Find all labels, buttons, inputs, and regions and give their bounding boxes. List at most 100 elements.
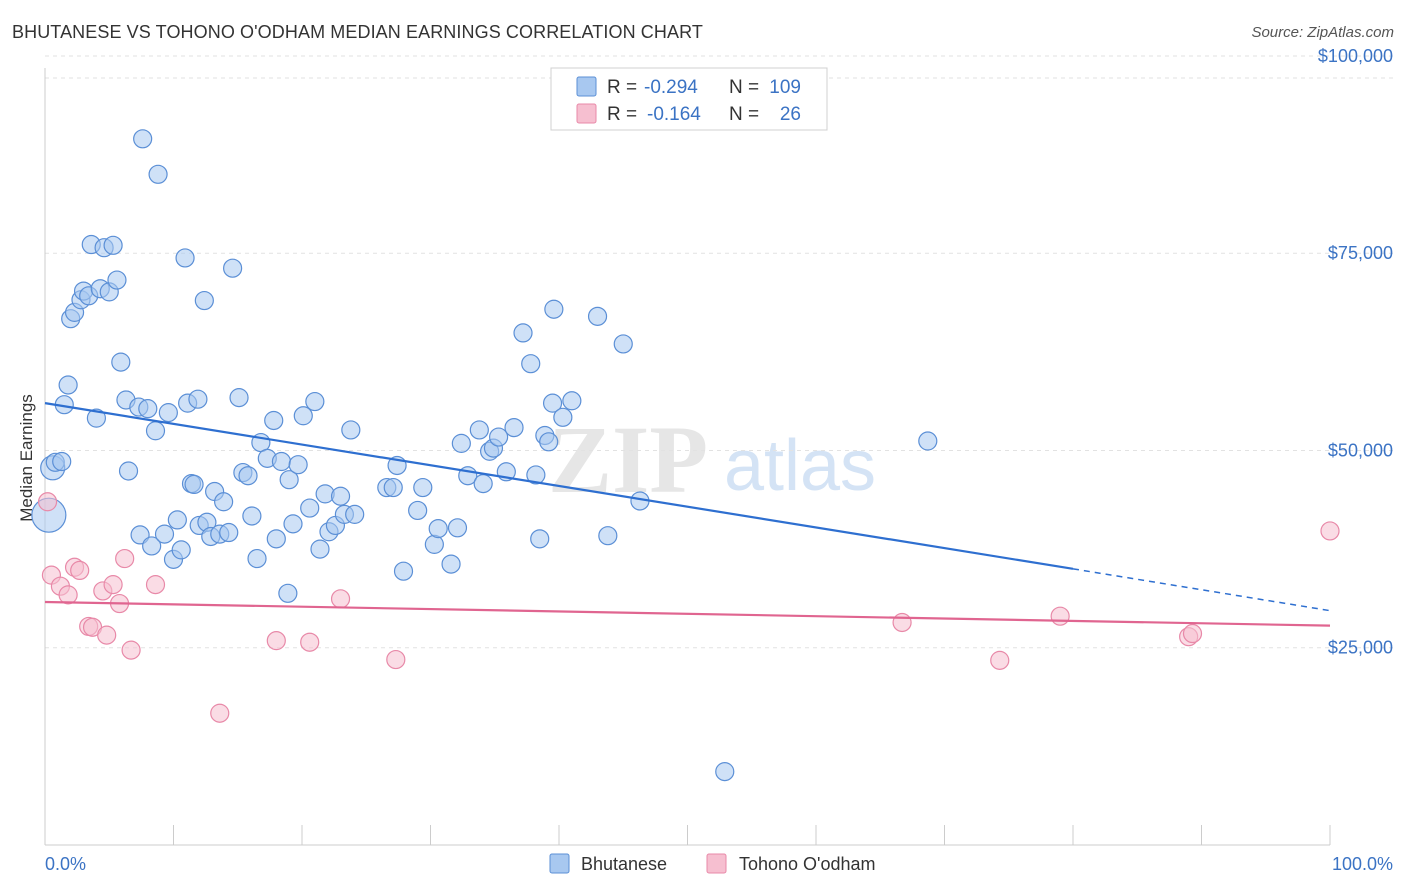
bottom-legend-bhutanese: Bhutanese — [581, 854, 667, 874]
tohono-point — [103, 575, 123, 595]
legend-n-value-1: 109 — [769, 77, 801, 98]
bhutanese-point — [542, 393, 563, 413]
y-tick-label: $75,000 — [1328, 243, 1393, 263]
x-tick-marks — [44, 825, 1331, 845]
tohono-point — [300, 632, 320, 652]
trendline-bhutanese — [44, 402, 1074, 570]
bhutanese-point — [283, 514, 303, 534]
bhutanese-point — [148, 164, 168, 184]
y-tick-label: $50,000 — [1328, 440, 1393, 460]
bhutanese-point — [598, 526, 618, 546]
bhutanese-point — [142, 536, 162, 556]
bhutanese-point — [383, 477, 403, 498]
bhutanese-point — [214, 492, 234, 512]
legend-n-label-2: N = — [729, 104, 759, 125]
tohono-point — [266, 631, 286, 651]
bhutanese-point — [278, 583, 298, 603]
bhutanese-point — [305, 391, 325, 412]
tohono-point — [386, 649, 406, 670]
bhutanese-point — [175, 248, 195, 268]
y-axis-label: Median Earnings — [17, 394, 36, 522]
bhutanese-point — [428, 518, 448, 539]
bhutanese-point — [530, 529, 550, 549]
tohono-point — [892, 612, 912, 633]
bhutanese-point — [184, 474, 204, 495]
trendline-bhutanese-extension — [1072, 568, 1331, 612]
bhutanese-point — [539, 432, 559, 452]
x-tick-label-min: 0.0% — [45, 854, 86, 874]
tohono-point — [1050, 606, 1070, 626]
bhutanese-point — [219, 522, 239, 543]
bhutanese-point — [345, 504, 365, 524]
bhutanese-point — [341, 420, 361, 440]
bhutanese-point — [238, 466, 258, 486]
bhutanese-point — [111, 352, 131, 372]
legend-r-value-1: -0.294 — [644, 77, 698, 98]
bhutanese-point — [489, 427, 509, 447]
legend-r-label-1: R = — [607, 77, 637, 98]
bhutanese-point — [408, 500, 428, 521]
legend-n-value-2: 26 — [780, 104, 801, 125]
bhutanese-point — [544, 299, 564, 319]
chart-source: Source: ZipAtlas.com — [1251, 24, 1394, 41]
bhutanese-point — [271, 451, 292, 472]
gridlines — [45, 55, 1393, 649]
bhutanese-point — [918, 431, 938, 451]
bhutanese-point — [473, 474, 493, 494]
watermark-zip: ZIP — [548, 406, 708, 513]
tohono-point — [37, 492, 58, 512]
bhutanese-point — [86, 408, 107, 428]
bhutanese-point — [107, 270, 127, 290]
bhutanese-point — [553, 407, 573, 427]
trendlines — [44, 402, 1331, 627]
watermark-atlas: atlas — [724, 426, 876, 506]
bhutanese-point — [513, 323, 533, 343]
bhutanese-point — [587, 306, 608, 326]
bhutanese-point — [504, 417, 524, 438]
bhutanese-point — [279, 470, 299, 490]
bhutanese-point — [266, 529, 286, 549]
bhutanese-point — [715, 762, 735, 782]
y-tick-label: $25,000 — [1328, 638, 1393, 658]
legend-swatch-tohono — [576, 103, 597, 124]
legend-box — [550, 67, 828, 131]
tohono-point — [58, 585, 78, 605]
bottom-legend-swatch-tohono — [706, 853, 727, 874]
tohono-point — [210, 703, 230, 723]
bhutanese-point — [242, 506, 262, 526]
bhutanese-point — [393, 561, 414, 581]
legend-r-label-2: R = — [607, 104, 637, 125]
bhutanese-point — [293, 406, 313, 426]
bhutanese-point — [188, 389, 208, 409]
tohono-point — [990, 650, 1010, 670]
bhutanese-point — [526, 465, 546, 485]
bhutanese-point — [52, 451, 72, 472]
tohono-point — [121, 640, 141, 660]
legend-swatch-bhutanese — [576, 76, 597, 97]
bhutanese-point — [521, 354, 541, 374]
bhutanese-point — [247, 548, 267, 569]
bhutanese-point — [562, 391, 582, 411]
bottom-legend-tohono: Tohono O'odham — [739, 854, 876, 874]
bhutanese-point — [154, 524, 175, 544]
bottom-legend-swatch-bhutanese — [549, 853, 570, 874]
bhutanese-point — [103, 235, 123, 255]
bhutanese-point — [451, 433, 471, 453]
bhutanese-point — [288, 455, 308, 475]
bhutanese-point — [300, 498, 320, 518]
bhutanese-point — [133, 129, 153, 149]
tohono-point — [1182, 623, 1203, 644]
legend-n-label-1: N = — [729, 77, 759, 98]
tohono-point — [115, 548, 135, 569]
tohono-point — [97, 625, 117, 645]
y-tick-label: $100,000 — [1318, 46, 1393, 66]
bhutanese-point — [194, 290, 214, 311]
bhutanese-point — [138, 399, 158, 419]
tohono-point — [145, 575, 166, 595]
bhutanese-point — [118, 461, 139, 481]
bhutanese-point — [223, 258, 243, 278]
bhutanese-point — [145, 421, 166, 441]
bhutanese-point — [158, 403, 178, 423]
series-bhutanese-points — [31, 129, 938, 782]
